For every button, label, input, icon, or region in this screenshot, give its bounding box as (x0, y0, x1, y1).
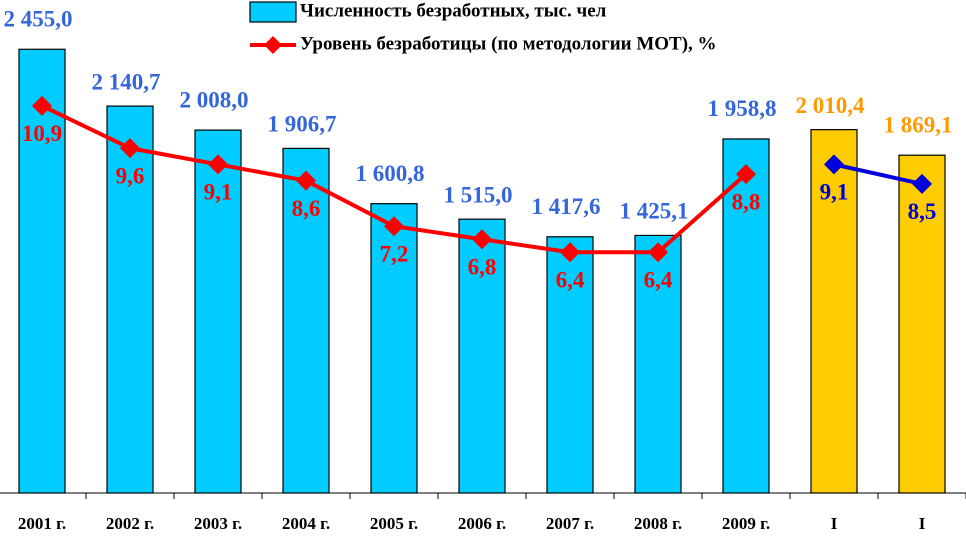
line-marker (560, 242, 580, 263)
bar (546, 236, 594, 494)
legend-swatch (249, 1, 297, 23)
bar-value-label: 2 008,0 (180, 87, 249, 112)
line-value-label: 8,5 (908, 199, 937, 224)
bar (722, 138, 770, 494)
line-value-label: 6,8 (468, 255, 497, 280)
bar (18, 48, 66, 494)
bar (282, 147, 330, 494)
bar (458, 218, 506, 494)
bar-value-label: 1 515,0 (444, 182, 513, 207)
x-tick-label: 2008 г. (634, 514, 682, 533)
legend-label: Численность безработных, тыс. чел (300, 0, 607, 21)
line-marker (384, 216, 404, 237)
bar-value-label: 2 455,0 (4, 7, 73, 32)
line-marker (648, 242, 668, 263)
line-value-label: 7,2 (380, 242, 409, 267)
line-value-label: 10,9 (22, 121, 62, 146)
line-marker (208, 154, 228, 175)
bar-value-label: 1 600,8 (356, 161, 425, 186)
line (833, 162, 923, 186)
line-value-label: 9,1 (204, 180, 233, 205)
bar (106, 105, 154, 494)
x-tick-label: 2005 г. (370, 514, 418, 533)
line-value-label: 9,1 (820, 180, 849, 205)
legend-swatch (264, 36, 282, 54)
x-tick-label: 2007 г. (546, 514, 594, 533)
x-tick-label: 2004 г. (282, 514, 330, 533)
bar (370, 203, 418, 494)
bar (898, 154, 946, 494)
bar (194, 129, 242, 494)
x-tick-label: 2006 г. (458, 514, 506, 533)
line-marker (120, 138, 140, 159)
bar-value-label: 1 425,1 (620, 199, 689, 224)
line-marker (32, 95, 52, 116)
line-marker (824, 154, 844, 175)
bar-value-label: 1 906,7 (268, 112, 337, 137)
line-marker (296, 170, 316, 191)
bar-value-label: 1 417,6 (532, 194, 601, 219)
line-value-label: 8,6 (292, 196, 321, 221)
line-marker (912, 173, 932, 194)
line-value-label: 8,8 (732, 189, 761, 214)
line-value-label: 6,4 (644, 268, 673, 293)
x-tick-label: 2009 г. (722, 514, 770, 533)
x-tick-label: I (831, 514, 838, 533)
x-tick-label: 2003 г. (194, 514, 242, 533)
line-value-label: 6,4 (556, 268, 585, 293)
bar (634, 234, 682, 494)
line-marker (472, 229, 492, 250)
line-marker (736, 164, 756, 185)
x-tick-label: I (919, 514, 926, 533)
bar-value-label: 1 958,8 (708, 96, 777, 121)
legend-label: Уровень безработицы (по методологии МОТ)… (300, 33, 717, 54)
bar-value-label: 2 140,7 (92, 69, 161, 94)
bar (810, 129, 858, 494)
x-tick-label: 2001 г. (18, 514, 66, 533)
bar-value-label: 1 869,1 (884, 112, 953, 137)
bar-value-label: 2 010,4 (796, 93, 866, 118)
line-value-label: 9,6 (116, 163, 145, 188)
x-tick-label: 2002 г. (106, 514, 154, 533)
